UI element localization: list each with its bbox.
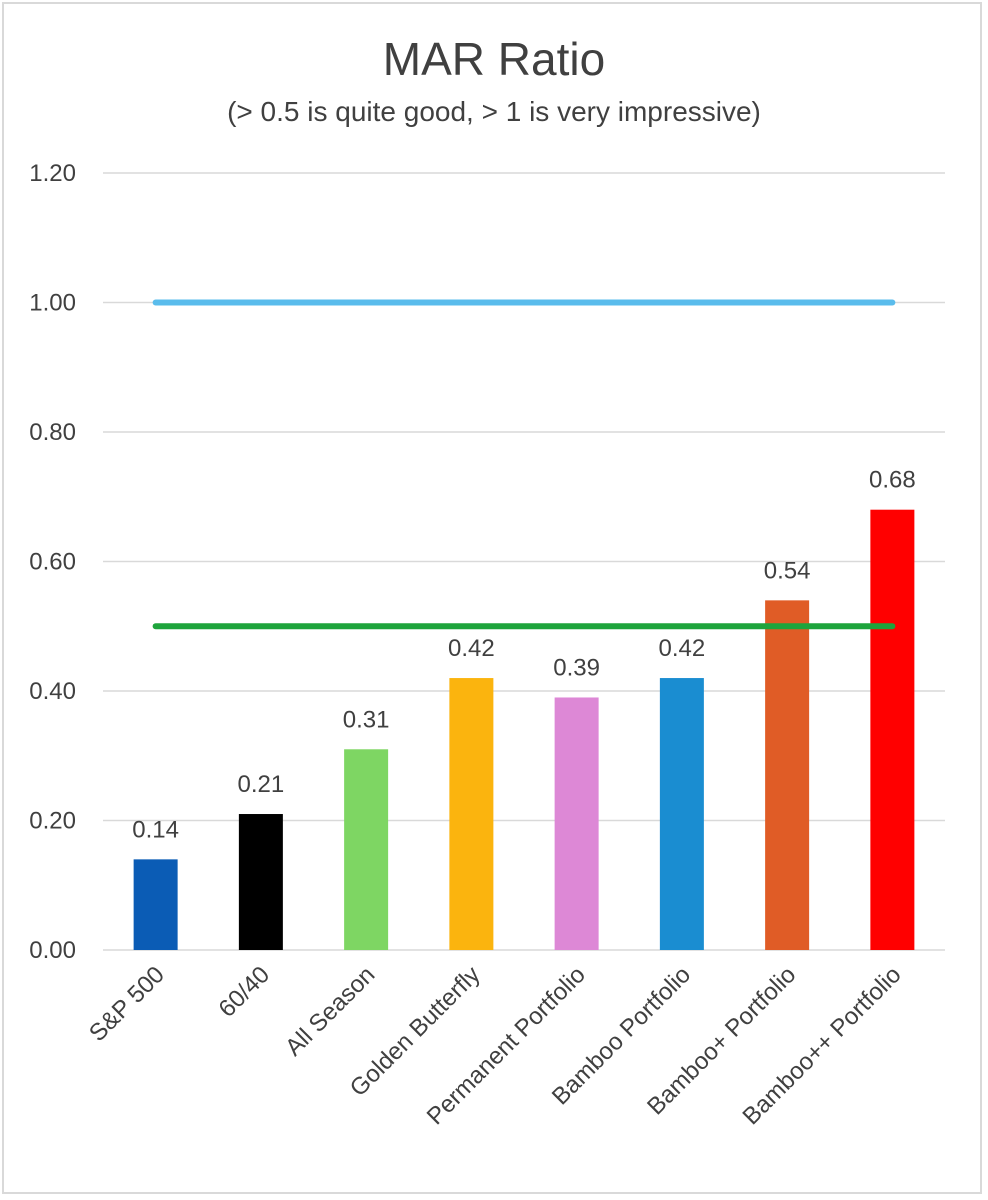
bar (659, 678, 704, 950)
gridlines (103, 172, 945, 951)
y-tick-label: 0.40 (29, 678, 76, 705)
y-tick-label: 0.00 (29, 937, 76, 964)
data-label: 0.14 (132, 816, 179, 843)
reference-lines (152, 299, 896, 630)
y-tick-label: 1.00 (29, 290, 76, 317)
bar (765, 600, 810, 950)
bar (344, 749, 389, 950)
bar (870, 509, 915, 950)
y-tick-label: 0.60 (29, 549, 76, 576)
data-label: 0.39 (553, 654, 600, 681)
category-label: 60/40 (214, 961, 276, 1023)
bars (133, 509, 915, 950)
bar (449, 678, 494, 950)
data-label: 0.42 (659, 635, 706, 662)
data-label: 0.68 (869, 467, 916, 494)
bar (133, 859, 178, 950)
y-tick-label: 0.20 (29, 808, 76, 835)
data-label: 0.31 (343, 706, 390, 733)
bar (554, 697, 599, 950)
data-label: 0.21 (238, 771, 285, 798)
category-label: S&P 500 (84, 961, 170, 1047)
category-label: All Season (280, 961, 380, 1061)
data-label: 0.54 (764, 557, 811, 584)
chart-subtitle: (> 0.5 is quite good, > 1 is very impres… (227, 96, 761, 127)
y-axis-ticks: 0.00 0.20 0.40 0.60 0.80 1.00 1.20 (29, 160, 76, 964)
data-labels: 0.14 0.21 0.31 0.42 0.39 0.42 0.54 0.68 (132, 467, 915, 844)
chart-title: MAR Ratio (382, 33, 606, 85)
data-label: 0.42 (448, 635, 495, 662)
y-tick-label: 1.20 (29, 160, 76, 187)
bar (238, 814, 283, 950)
y-tick-label: 0.80 (29, 419, 76, 446)
